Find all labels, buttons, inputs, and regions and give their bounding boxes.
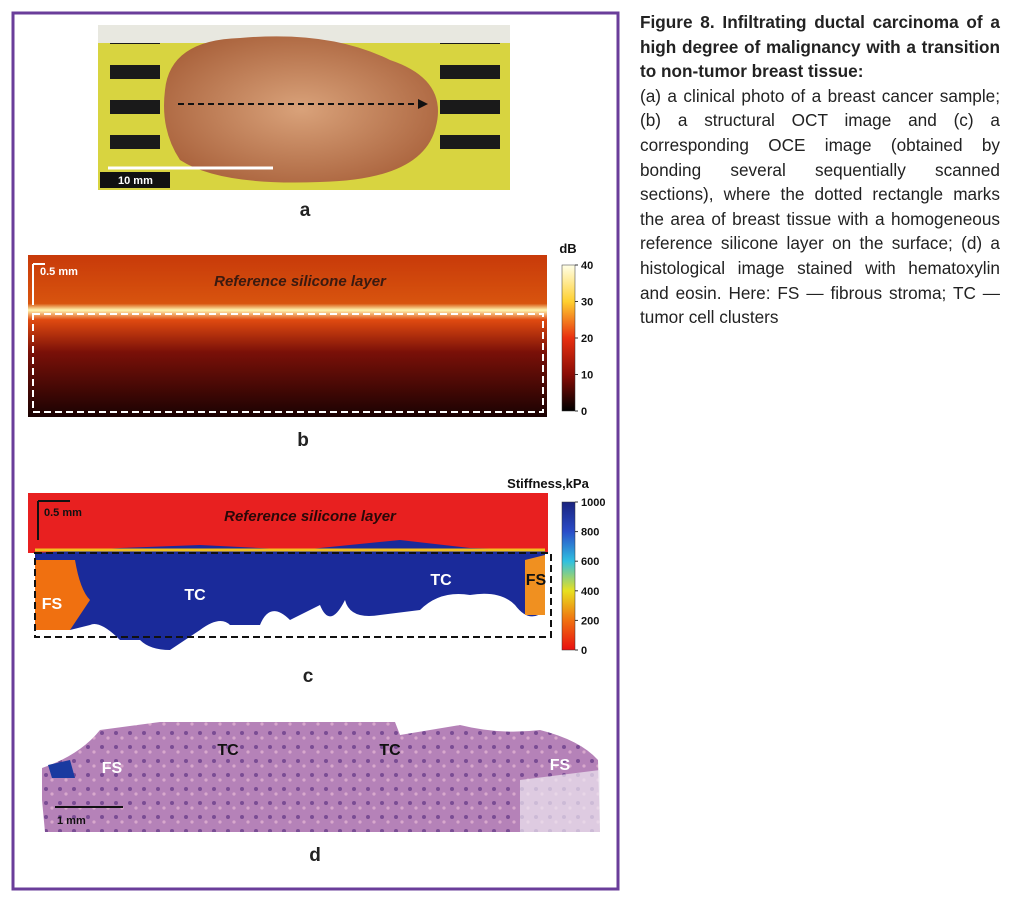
colorbar-tick-label: 200 [581, 615, 599, 627]
colorbar-tick-label: 20 [581, 333, 593, 345]
scale-bar-label: 1 mm [57, 815, 86, 827]
photo: 10 mm [98, 25, 510, 190]
colorbar [561, 501, 576, 651]
colorbar-tick-label: 400 [581, 586, 599, 598]
caption-body: (a) a clinical photo of a breast cancer … [640, 85, 1000, 328]
figure-caption: Figure 8. Infiltrating ductal carcinoma … [640, 10, 1000, 330]
colorbar-tick-label: 800 [581, 527, 599, 539]
annotation: Reference silicone layer [224, 508, 397, 525]
region-label: FS [526, 572, 547, 589]
colorbar-tick-label: 600 [581, 556, 599, 568]
figure-border [11, 11, 620, 891]
scale-bar-label: 0.5 mm [44, 507, 82, 519]
panel-label: d [309, 845, 321, 866]
panel-label: c [303, 666, 314, 687]
panel-label: a [300, 200, 311, 221]
caption-title: Figure 8. Infiltrating ductal carcinoma … [640, 12, 1000, 82]
colorbar-tick-label: 30 [581, 297, 593, 309]
colorbar-title: Stiffness,kPa [507, 476, 589, 491]
region-label: TC [184, 587, 206, 604]
colorbar [561, 264, 576, 412]
annotation: Reference silicone layer [214, 273, 387, 290]
colorbar-tick-label: 1000 [581, 497, 605, 509]
colorbar-tick-label: 0 [581, 645, 587, 657]
region-label: FS [42, 596, 63, 613]
region-label: TC [379, 742, 401, 759]
figure: 10 mm a 0.5 mm Reference silicone layer … [11, 11, 620, 891]
oce-image: 0.5 mm Reference silicone layer FS TC TC… [28, 493, 552, 658]
histology-image: 1 mm FS TC TC FS [42, 722, 600, 832]
oct-image: 0.5 mm Reference silicone layer [28, 255, 547, 417]
region-label: TC [217, 742, 239, 759]
colorbar-tick-label: 0 [581, 406, 587, 418]
panel-label: b [297, 430, 309, 451]
colorbar-title: dB [559, 241, 576, 256]
colorbar-tick-label: 10 [581, 370, 593, 382]
region-label: TC [430, 572, 452, 589]
colorbar-tick-label: 40 [581, 260, 593, 272]
region-label: FS [102, 760, 123, 777]
region-label: FS [550, 757, 571, 774]
scale-bar-label: 0.5 mm [40, 266, 78, 278]
scale-bar-label: 10 mm [118, 175, 153, 187]
